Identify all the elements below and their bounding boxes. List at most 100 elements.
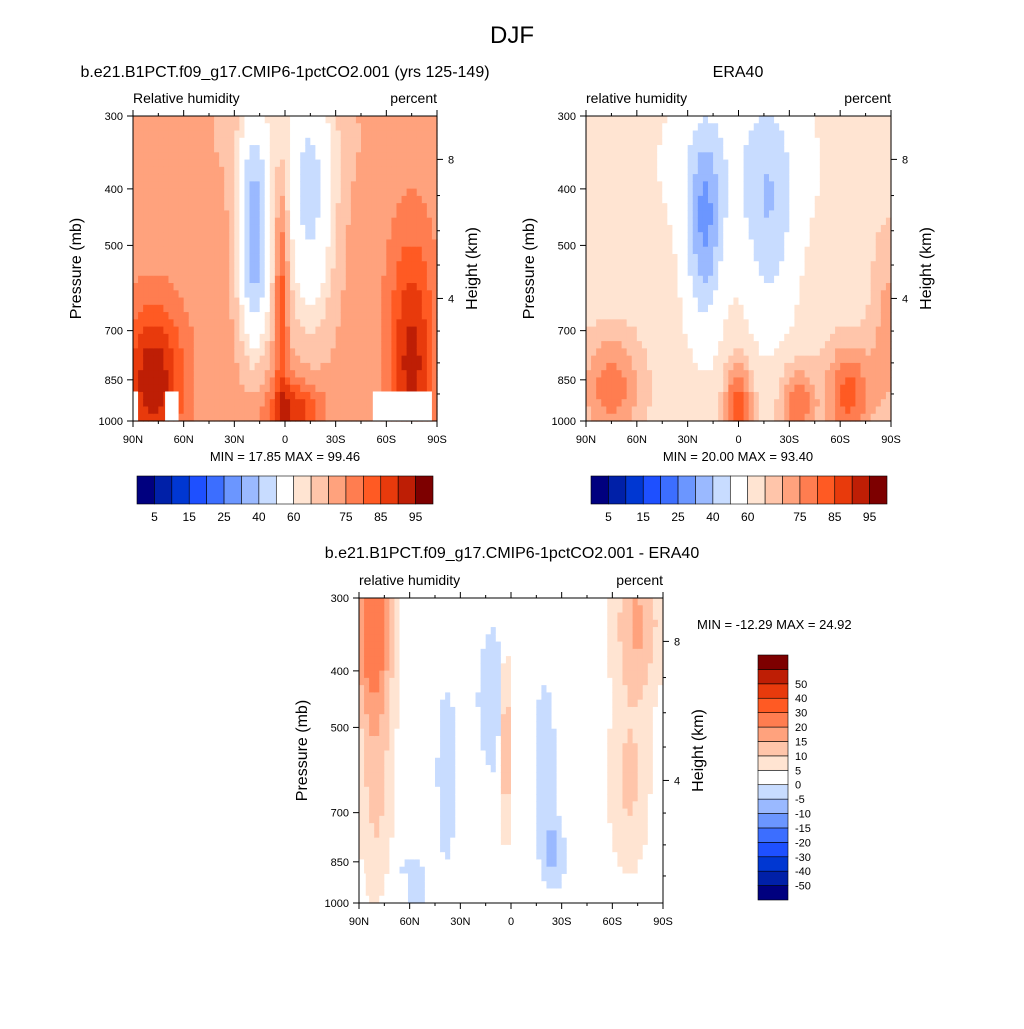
field-cell — [800, 152, 806, 160]
field-cell — [805, 276, 811, 284]
field-cell — [764, 174, 770, 182]
field-cell — [601, 116, 607, 124]
field-cell — [224, 356, 230, 364]
field-cell — [214, 356, 220, 364]
field-cell — [596, 254, 602, 262]
field-cell — [407, 167, 413, 175]
field-cell — [275, 145, 281, 153]
field-cell — [586, 247, 592, 255]
field-cell — [209, 131, 215, 139]
field-cell — [427, 363, 433, 371]
field-cell — [794, 189, 800, 197]
field-cell — [855, 363, 861, 371]
field-cell — [784, 123, 790, 131]
field-cell — [331, 283, 337, 291]
field-cell — [688, 356, 694, 364]
field-cell — [789, 327, 795, 335]
field-cell — [784, 160, 790, 168]
field-cell — [861, 319, 867, 327]
field-cell — [336, 406, 342, 414]
field-cell — [407, 290, 413, 298]
field-cell — [371, 116, 377, 124]
field-cell — [667, 181, 673, 189]
field-cell — [326, 174, 332, 182]
field-cell — [784, 189, 790, 197]
field-cell — [825, 377, 831, 385]
field-cell — [270, 145, 276, 153]
field-cell — [617, 298, 623, 306]
field-cell — [381, 254, 387, 262]
field-cell — [224, 319, 230, 327]
field-cell — [376, 225, 382, 233]
field-cell — [184, 232, 190, 240]
field-cell — [361, 116, 367, 124]
field-cell — [163, 370, 169, 378]
field-cell — [861, 225, 867, 233]
x-tick-label: 90S — [427, 434, 447, 446]
field-cell — [667, 348, 673, 356]
field-cell — [234, 334, 240, 342]
field-cell — [601, 160, 607, 168]
field-cell — [855, 261, 861, 269]
field-cell — [204, 356, 210, 364]
field-cell — [723, 203, 729, 211]
field-cell — [637, 399, 643, 407]
field-cell — [310, 414, 316, 422]
field-cell — [427, 189, 433, 197]
field-cell — [800, 138, 806, 146]
field-cell — [789, 298, 795, 306]
field-cell — [805, 283, 811, 291]
field-cell — [606, 341, 612, 349]
field-cell — [728, 298, 734, 306]
field-cell — [789, 138, 795, 146]
field-cell — [148, 283, 154, 291]
field-cell — [422, 348, 428, 356]
field-cell — [825, 363, 831, 371]
field-cell — [295, 254, 301, 262]
field-cell — [285, 181, 291, 189]
field-cell — [820, 312, 826, 320]
field-cell — [300, 131, 306, 139]
field-cell — [315, 254, 321, 262]
field-cell — [759, 225, 765, 233]
field-cell — [396, 123, 402, 131]
field-cell — [855, 269, 861, 277]
field-cell — [733, 290, 739, 298]
field-cell — [591, 370, 597, 378]
field-cell — [662, 225, 668, 233]
field-cell — [396, 232, 402, 240]
field-cell — [815, 348, 821, 356]
field-cell — [189, 414, 195, 422]
field-cell — [179, 356, 185, 364]
field-cell — [381, 341, 387, 349]
field-cell — [391, 341, 397, 349]
field-cell — [290, 327, 296, 335]
field-cell — [381, 370, 387, 378]
field-cell — [133, 363, 139, 371]
field-cell — [138, 210, 144, 218]
field-cell — [300, 138, 306, 146]
field-cell — [184, 225, 190, 233]
field-cell — [840, 377, 846, 385]
field-cell — [214, 116, 220, 124]
field-cell — [250, 312, 256, 320]
field-cell — [199, 210, 205, 218]
field-cell — [356, 348, 362, 356]
field-cell — [295, 174, 301, 182]
field-cell — [361, 414, 367, 422]
field-cell — [606, 152, 612, 160]
field-cell — [601, 283, 607, 291]
field-cell — [417, 218, 423, 226]
field-cell — [825, 348, 831, 356]
field-cell — [280, 232, 286, 240]
field-cell — [204, 152, 210, 160]
field-cell — [667, 377, 673, 385]
field-cell — [351, 145, 357, 153]
field-cell — [708, 392, 714, 400]
field-cell — [871, 131, 877, 139]
field-cell — [754, 210, 760, 218]
field-cell — [239, 203, 245, 211]
field-cell — [871, 196, 877, 204]
field-cell — [632, 145, 638, 153]
field-cell — [840, 305, 846, 313]
